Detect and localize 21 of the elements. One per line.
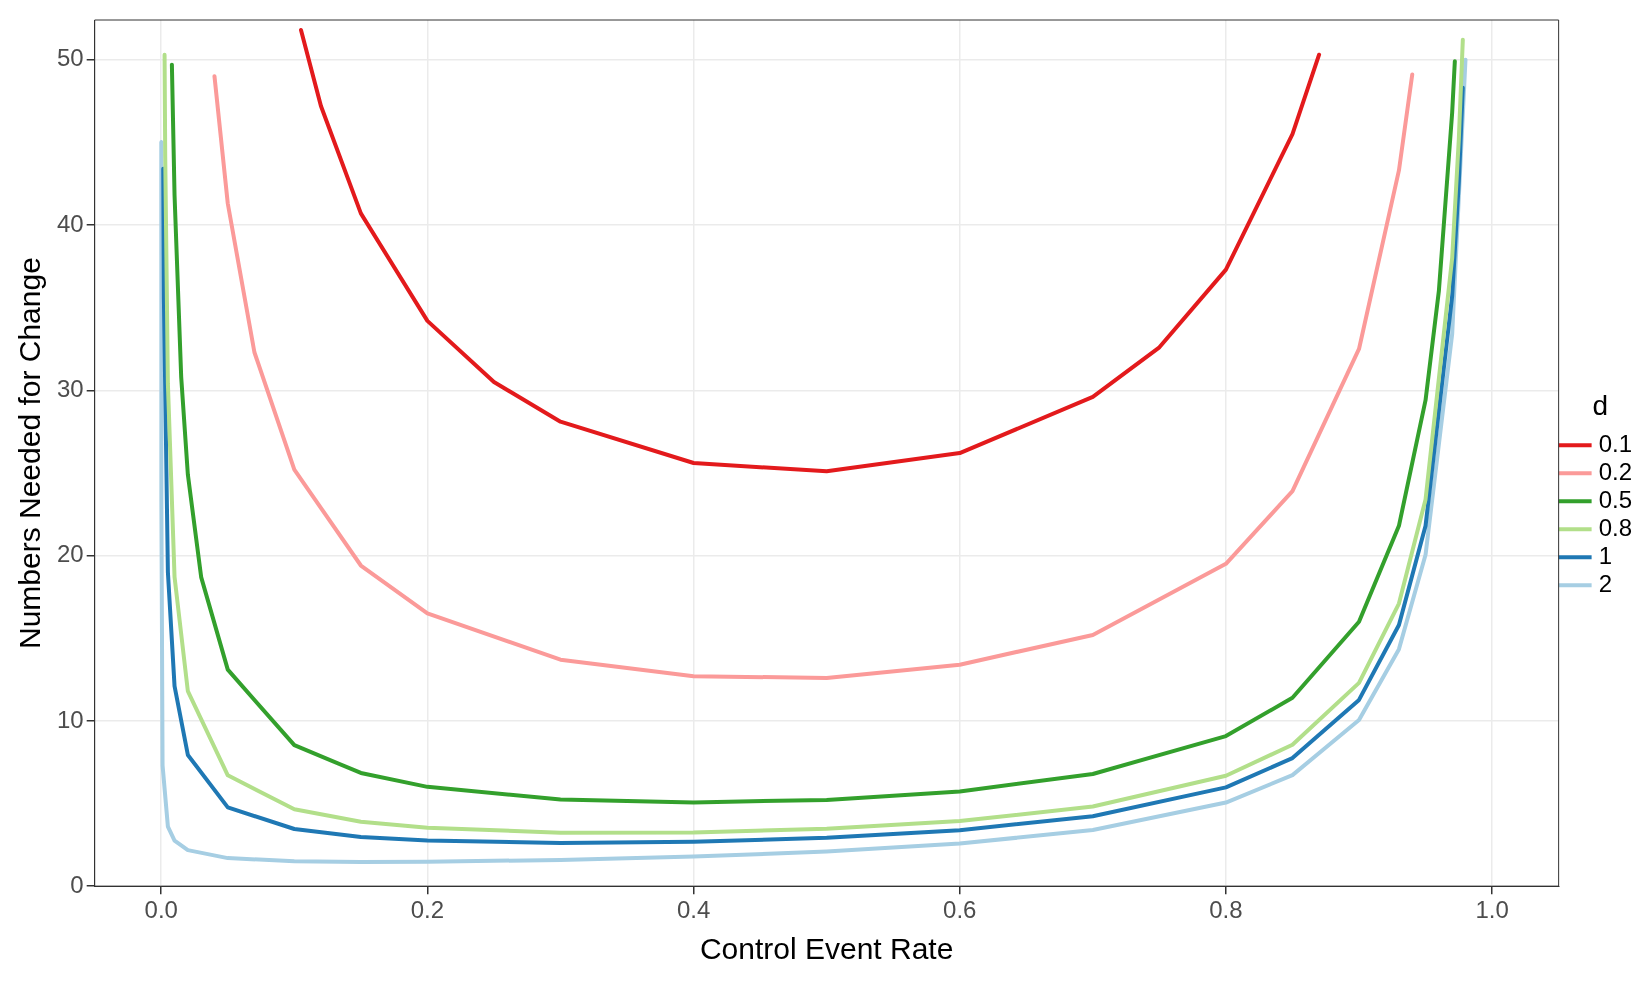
legend-label: 2 — [1598, 569, 1612, 597]
legend-label: 0.2 — [1598, 457, 1633, 485]
x-axis-title: Control Event Rate — [699, 932, 954, 966]
x-tick-label: 1.0 — [1475, 896, 1509, 924]
y-tick-label: 0 — [70, 870, 84, 898]
y-tick-label: 30 — [56, 374, 84, 402]
legend-title: d — [1592, 390, 1609, 422]
legend-label: 0.8 — [1598, 513, 1633, 541]
y-tick-label: 50 — [56, 44, 84, 72]
x-tick-label: 0.8 — [1209, 896, 1243, 924]
x-tick-label: 0.0 — [144, 896, 178, 924]
legend-label: 1 — [1598, 541, 1612, 569]
x-tick-label: 0.2 — [410, 896, 445, 924]
y-tick-label: 40 — [56, 209, 84, 237]
y-axis-title: Numbers Needed for Change — [13, 257, 47, 650]
legend-label: 0.1 — [1598, 429, 1633, 457]
y-tick-label: 10 — [56, 705, 84, 733]
y-tick-label: 20 — [56, 540, 84, 568]
legend-label: 0.5 — [1598, 485, 1633, 513]
x-tick-label: 0.6 — [943, 896, 977, 924]
x-tick-label: 0.4 — [676, 896, 711, 924]
